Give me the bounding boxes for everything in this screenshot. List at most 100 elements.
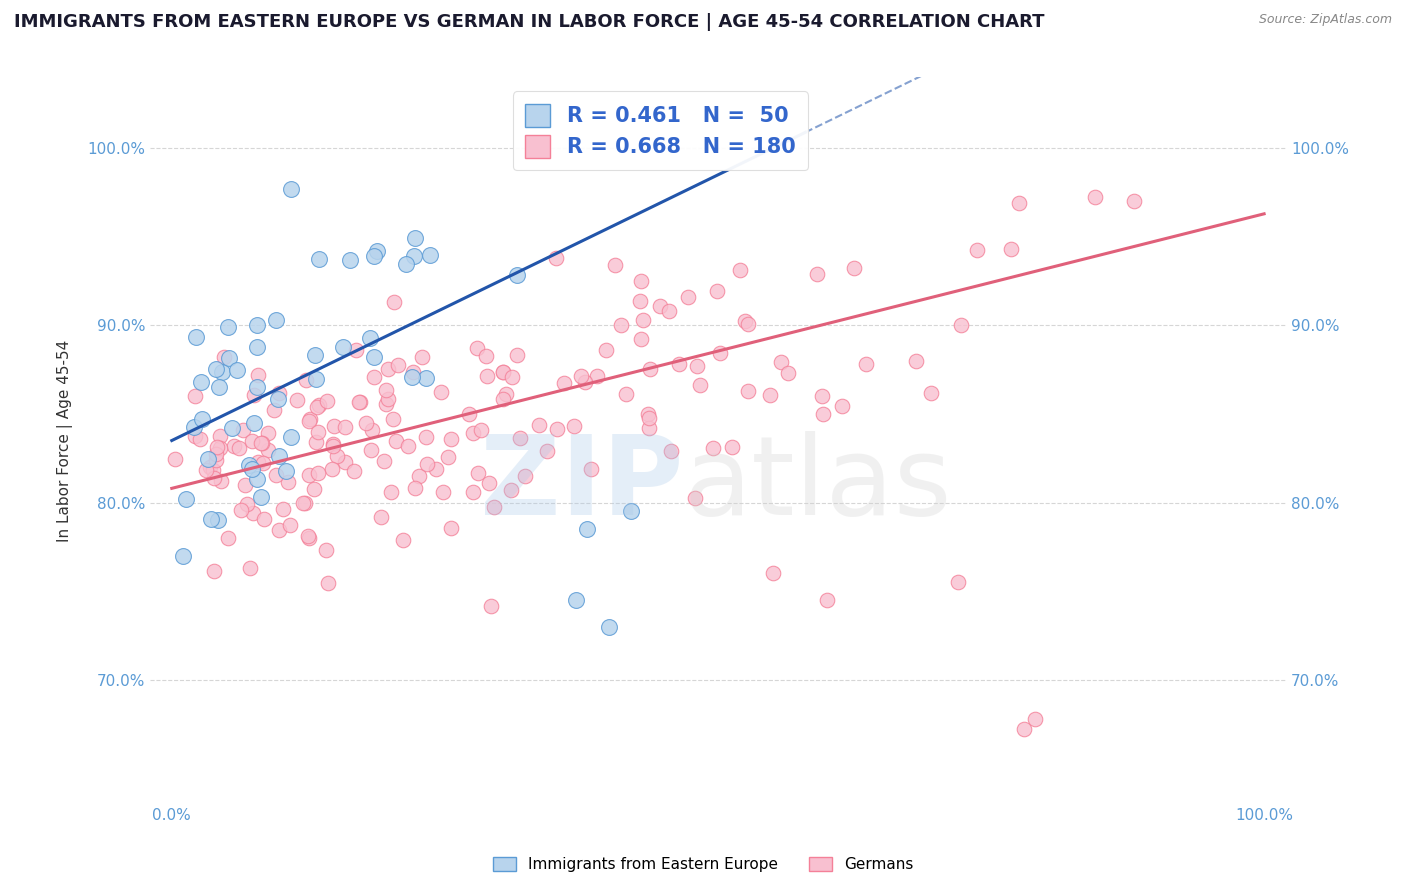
Point xyxy=(204,453,226,467)
Point xyxy=(404,231,426,245)
Point xyxy=(920,385,942,400)
Point xyxy=(506,348,529,362)
Point xyxy=(904,354,927,368)
Point xyxy=(734,314,756,328)
Point xyxy=(263,402,285,417)
Point xyxy=(470,423,492,437)
Point xyxy=(217,320,239,334)
Point xyxy=(217,532,239,546)
Point xyxy=(240,434,263,448)
Point xyxy=(333,455,356,469)
Point xyxy=(949,318,972,333)
Point xyxy=(363,350,385,364)
Point xyxy=(477,368,499,383)
Point xyxy=(165,452,187,467)
Point xyxy=(404,249,426,263)
Point xyxy=(298,468,321,483)
Point xyxy=(242,506,264,520)
Point xyxy=(209,474,232,488)
Point xyxy=(1000,242,1022,256)
Point xyxy=(831,400,853,414)
Point xyxy=(546,422,568,436)
Point xyxy=(392,533,415,547)
Point xyxy=(246,340,269,354)
Point xyxy=(440,432,463,446)
Legend: Immigrants from Eastern Europe, Germans: Immigrants from Eastern Europe, Germans xyxy=(485,849,921,880)
Point xyxy=(598,619,620,633)
Point xyxy=(492,365,515,379)
Point xyxy=(401,369,423,384)
Point xyxy=(396,439,419,453)
Point xyxy=(200,512,222,526)
Point xyxy=(440,521,463,535)
Point xyxy=(298,414,321,428)
Point xyxy=(630,332,652,346)
Legend: R = 0.461   N =  50, R = 0.668   N = 180: R = 0.461 N = 50, R = 0.668 N = 180 xyxy=(513,92,808,170)
Point xyxy=(205,440,228,454)
Point xyxy=(668,357,690,371)
Point xyxy=(759,388,782,402)
Point xyxy=(333,420,356,434)
Point xyxy=(482,500,505,514)
Point xyxy=(737,384,759,399)
Point xyxy=(648,300,671,314)
Point xyxy=(252,435,274,450)
Point xyxy=(633,312,655,326)
Text: atlas: atlas xyxy=(683,431,952,538)
Point xyxy=(806,267,828,281)
Point xyxy=(231,503,253,517)
Point xyxy=(304,348,326,362)
Point xyxy=(395,257,418,271)
Point xyxy=(250,490,273,504)
Point xyxy=(209,429,232,443)
Point xyxy=(202,470,225,484)
Point xyxy=(243,417,266,431)
Y-axis label: In Labor Force | Age 45-54: In Labor Force | Age 45-54 xyxy=(58,339,73,541)
Point xyxy=(201,463,224,477)
Point xyxy=(842,260,865,275)
Point xyxy=(638,421,661,435)
Point xyxy=(274,464,297,478)
Point xyxy=(211,365,233,379)
Point xyxy=(630,294,652,309)
Point xyxy=(172,549,194,563)
Point xyxy=(689,377,711,392)
Point xyxy=(501,370,523,384)
Point xyxy=(702,441,724,455)
Point xyxy=(813,407,835,421)
Point xyxy=(595,343,617,358)
Point xyxy=(676,290,699,304)
Point xyxy=(252,456,274,470)
Point xyxy=(326,450,349,464)
Point xyxy=(221,421,243,435)
Point xyxy=(222,440,245,454)
Point xyxy=(404,481,426,495)
Point xyxy=(208,441,231,455)
Point xyxy=(586,369,609,384)
Point xyxy=(377,362,399,376)
Point xyxy=(305,372,328,386)
Point xyxy=(349,395,371,409)
Point xyxy=(235,496,257,510)
Point xyxy=(546,251,568,265)
Point xyxy=(659,444,682,458)
Point xyxy=(815,593,838,607)
Point xyxy=(191,412,214,426)
Point xyxy=(197,452,219,467)
Point xyxy=(565,593,588,607)
Point xyxy=(291,496,314,510)
Point xyxy=(252,512,274,526)
Point xyxy=(266,392,288,406)
Point xyxy=(232,423,254,437)
Point xyxy=(499,483,522,497)
Point xyxy=(492,366,515,380)
Point xyxy=(204,446,226,460)
Point xyxy=(322,439,344,453)
Point xyxy=(458,407,481,421)
Point xyxy=(761,566,783,581)
Point xyxy=(377,392,399,406)
Point xyxy=(271,501,294,516)
Point xyxy=(363,249,385,263)
Point xyxy=(465,341,488,355)
Point xyxy=(492,392,515,406)
